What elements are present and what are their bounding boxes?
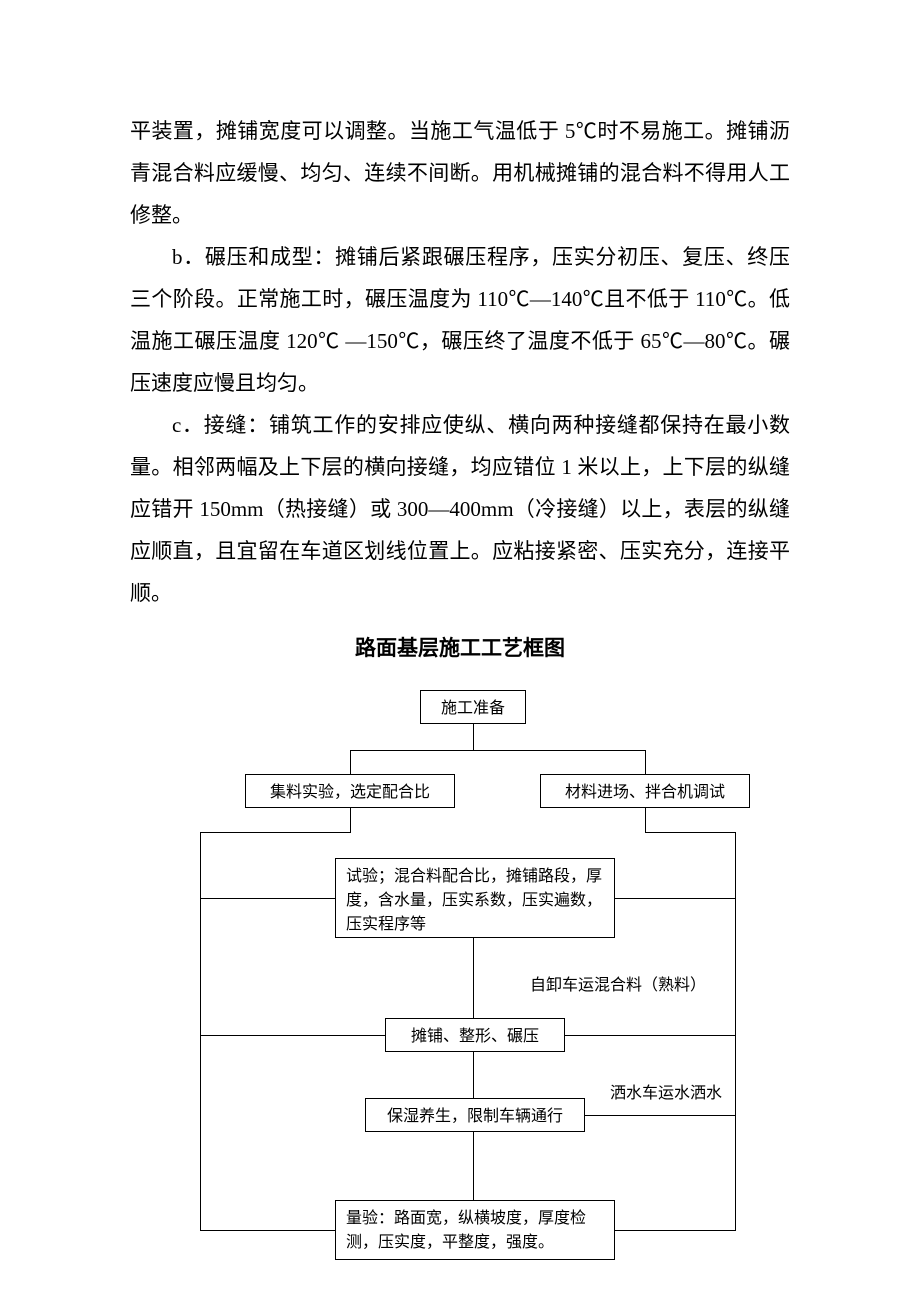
line-rail-l-to-pave: [200, 1035, 385, 1036]
line-right-rail: [735, 832, 736, 1230]
node-measure: 量验：路面宽，纵横坡度，厚度检测，压实度，平整度，强度。: [335, 1200, 615, 1260]
line-left-rail: [200, 832, 201, 1230]
line-agg-to-rail: [200, 832, 351, 833]
node-agg: 集料实验，选定配合比: [245, 774, 455, 808]
label-truck-text: 自卸车运混合料（熟料）: [530, 977, 706, 994]
node-cure: 保湿养生，限制车辆通行: [365, 1098, 585, 1132]
node-agg-label: 集料实验，选定配合比: [270, 784, 430, 801]
node-prep-label: 施工准备: [441, 700, 505, 717]
line-pave-down: [473, 1052, 474, 1098]
line-cure-down: [473, 1132, 474, 1200]
node-cure-label: 保湿养生，限制车辆通行: [387, 1108, 563, 1125]
node-mat: 材料进场、拌合机调试: [540, 774, 750, 808]
node-mat-label: 材料进场、拌合机调试: [565, 784, 725, 801]
node-pave: 摊铺、整形、碾压: [385, 1018, 565, 1052]
line-rail-l-to-meas: [200, 1230, 335, 1231]
line-rail-r-to-pave: [565, 1035, 736, 1036]
node-trial-label: 试验；混合料配合比，摊铺路段，厚度，含水量，压实系数，压实遍数，压实程序等: [346, 868, 602, 933]
flowchart: 施工准备 集料实验，选定配合比 材料进场、拌合机调试 试验；混合料配合比，摊铺路…: [130, 690, 790, 1270]
label-water-text: 洒水车运水洒水: [610, 1085, 722, 1102]
line-rail-l-to-trial: [200, 898, 335, 899]
line-trial-down: [473, 938, 474, 1018]
line-prep-down: [473, 724, 474, 750]
line-agg-down: [350, 808, 351, 832]
line-mat-down: [645, 808, 646, 832]
line-split-right-v: [645, 750, 646, 774]
paragraph-2: b．碾压和成型：摊铺后紧跟碾压程序，压实分初压、复压、终压三个阶段。正常施工时，…: [130, 236, 790, 404]
label-water: 洒水车运水洒水: [610, 1082, 722, 1106]
line-mat-to-rail: [645, 832, 736, 833]
line-rail-r-to-meas: [615, 1230, 736, 1231]
line-rail-r-to-trial: [615, 898, 736, 899]
section-title: 路面基层施工工艺框图: [130, 632, 790, 662]
line-split-left-v: [350, 750, 351, 774]
node-prep: 施工准备: [420, 690, 526, 724]
node-measure-label: 量验：路面宽，纵横坡度，厚度检测，压实度，平整度，强度。: [346, 1210, 586, 1251]
node-trial: 试验；混合料配合比，摊铺路段，厚度，含水量，压实系数，压实遍数，压实程序等: [335, 858, 615, 938]
node-pave-label: 摊铺、整形、碾压: [411, 1028, 539, 1045]
paragraph-3: c．接缝：铺筑工作的安排应使纵、横向两种接缝都保持在最小数量。相邻两幅及上下层的…: [130, 404, 790, 614]
line-split-h: [350, 750, 645, 751]
line-rail-r-to-cure: [585, 1115, 736, 1116]
paragraph-1: 平装置，摊铺宽度可以调整。当施工气温低于 5℃时不易施工。摊铺沥青混合料应缓慢、…: [130, 110, 790, 236]
label-truck: 自卸车运混合料（熟料）: [530, 974, 706, 998]
